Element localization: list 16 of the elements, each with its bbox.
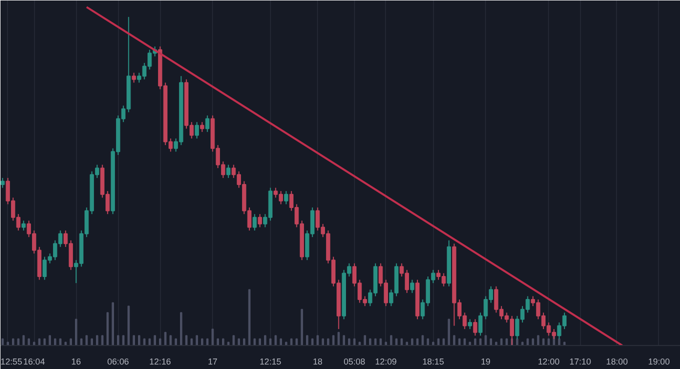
- x-tick-label: 05:08: [344, 356, 366, 366]
- x-tick-label: 12:55: [0, 356, 22, 366]
- x-tick-label: 12:09: [375, 356, 397, 366]
- x-tick-label: 17: [208, 356, 218, 366]
- x-tick-label: 06:06: [107, 356, 130, 366]
- x-tick-label: 17:10: [569, 356, 592, 366]
- x-tick-label: 16: [71, 356, 82, 366]
- x-tick-label: 12:00: [538, 356, 560, 366]
- x-tick-label: 19: [480, 356, 491, 366]
- x-tick-label: 12:15: [260, 356, 282, 366]
- x-tick-label: 18:00: [606, 356, 628, 366]
- x-tick-label: 19:00: [648, 356, 670, 366]
- x-tick-label: 18:15: [422, 356, 444, 366]
- x-tick-label: 18: [312, 356, 323, 366]
- x-tick-label: 12:16: [149, 356, 172, 366]
- x-tick-label: 16:04: [23, 356, 46, 366]
